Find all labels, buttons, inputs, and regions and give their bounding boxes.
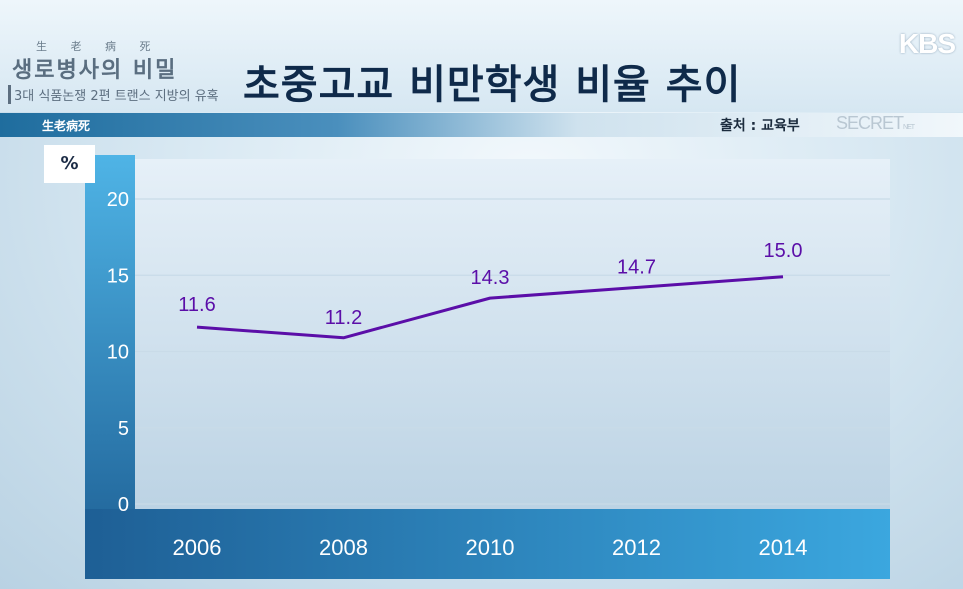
show-title: 생로병사의 비밀 bbox=[12, 57, 178, 83]
x-tick-label: 2012 bbox=[612, 535, 661, 560]
data-labels: 11.6 11.2 14.3 14.7 15.0 bbox=[178, 240, 802, 329]
y-tick-labels: 0 5 10 15 20 bbox=[107, 189, 129, 516]
x-tick-label: 2014 bbox=[759, 535, 808, 560]
show-hanja: 生 老 病 死 bbox=[36, 40, 161, 53]
watermark-text: SECRET bbox=[836, 113, 904, 133]
plot-area bbox=[135, 159, 890, 509]
x-tick-label: 2010 bbox=[466, 535, 515, 560]
x-axis-band bbox=[85, 509, 890, 579]
watermark: SECRETNET bbox=[836, 113, 915, 134]
broadcaster-logo: KBS bbox=[898, 28, 956, 59]
y-tick-label: 5 bbox=[118, 418, 129, 440]
sub-bar: 生老病死 출처 : 교육부 SECRETNET bbox=[0, 113, 963, 137]
y-tick-label: 10 bbox=[107, 342, 129, 364]
x-tick-label: 2006 bbox=[173, 535, 222, 560]
watermark-small: NET bbox=[903, 124, 915, 131]
chart-svg: 0 5 10 15 20 2006 2008 2010 2012 2014 11.6 11.2 14… bbox=[85, 155, 890, 579]
data-label: 14.7 bbox=[617, 256, 656, 278]
show-logo: 生 老 病 死 생로병사의 비밀 3대 식품논쟁 2편 트랜스 지방의 유혹 bbox=[6, 38, 236, 108]
data-label: 15.0 bbox=[764, 240, 803, 262]
header: 生 老 病 死 생로병사의 비밀 3대 식품논쟁 2편 트랜스 지방의 유혹 초… bbox=[0, 0, 963, 112]
y-tick-label: 15 bbox=[107, 265, 129, 287]
unit-box: % bbox=[44, 145, 95, 183]
y-axis-band bbox=[85, 155, 135, 579]
data-label: 11.6 bbox=[178, 294, 215, 316]
line-chart: 0 5 10 15 20 2006 2008 2010 2012 2014 11.6 11.2 14… bbox=[85, 155, 890, 579]
series-line bbox=[196, 275, 784, 340]
sub-bar-label: 生老病死 bbox=[42, 119, 91, 133]
x-tick-labels: 2006 2008 2010 2012 2014 bbox=[173, 535, 808, 560]
data-label: 14.3 bbox=[471, 267, 510, 289]
page-title: 초중고교 비만학생 비율 추이 bbox=[243, 62, 742, 108]
x-tick-label: 2008 bbox=[319, 535, 368, 560]
data-label: 11.2 bbox=[325, 307, 362, 329]
show-subtitle: 3대 식품논쟁 2편 트랜스 지방의 유혹 bbox=[8, 85, 219, 104]
y-tick-label: 0 bbox=[118, 494, 129, 516]
series bbox=[196, 275, 784, 340]
y-tick-label: 20 bbox=[107, 189, 129, 211]
gridlines bbox=[135, 198, 890, 505]
y-axis-unit: % bbox=[60, 153, 79, 174]
source-label: 출처 : 교육부 bbox=[720, 118, 800, 134]
